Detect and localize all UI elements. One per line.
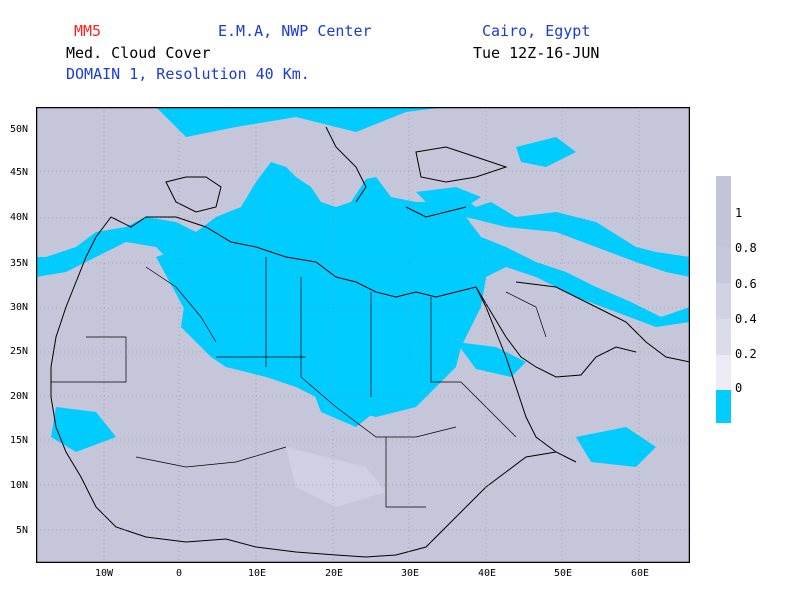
lon-label: 40E bbox=[478, 568, 497, 579]
lat-label: 20N bbox=[10, 391, 29, 402]
coastlines bbox=[50, 126, 690, 558]
lat-label: 50N bbox=[10, 124, 29, 135]
colorbar-segment bbox=[716, 283, 731, 319]
colorbar-label: 0.2 bbox=[735, 347, 757, 361]
forecast-time: Tue 12Z-16-JUN bbox=[473, 44, 600, 62]
cloud-cover-map bbox=[36, 107, 690, 563]
clear-patches bbox=[51, 137, 656, 467]
colorbar-label: 0.8 bbox=[735, 241, 757, 255]
colorbar-segment bbox=[716, 319, 731, 355]
field-name: Med. Cloud Cover bbox=[66, 44, 211, 62]
colorbar bbox=[716, 176, 731, 423]
lat-label: 45N bbox=[10, 167, 29, 178]
lat-label: 40N bbox=[10, 212, 29, 223]
map-frame bbox=[36, 107, 690, 563]
colorbar-segment bbox=[716, 176, 731, 247]
lon-label: 20E bbox=[325, 568, 344, 579]
lat-label: 35N bbox=[10, 258, 29, 269]
lat-label: 15N bbox=[10, 435, 29, 446]
location-name: Cairo, Egypt bbox=[482, 22, 591, 40]
lon-label: 30E bbox=[401, 568, 420, 579]
graticule bbox=[36, 107, 690, 563]
colorbar-label: 0.4 bbox=[735, 312, 757, 326]
lon-label: 10E bbox=[248, 568, 267, 579]
lat-label: 30N bbox=[10, 302, 29, 313]
domain-label: DOMAIN 1, Resolution 40 Km. bbox=[66, 65, 310, 83]
colorbar-label: 1 bbox=[735, 206, 743, 220]
lon-label: 60E bbox=[631, 568, 650, 579]
model-name: MM5 bbox=[74, 22, 102, 40]
colorbar-label: 0.6 bbox=[735, 277, 757, 291]
colorbar-segment bbox=[716, 247, 731, 283]
lon-label: 0 bbox=[176, 568, 183, 579]
country-borders bbox=[51, 257, 547, 508]
lat-label: 5N bbox=[16, 525, 29, 536]
center-name: E.M.A, NWP Center bbox=[218, 22, 372, 40]
colorbar-segment bbox=[716, 355, 731, 390]
lon-label: 10W bbox=[95, 568, 114, 579]
lat-label: 10N bbox=[10, 480, 29, 491]
lat-label: 25N bbox=[10, 346, 29, 357]
lon-label: 50E bbox=[554, 568, 573, 579]
colorbar-segment bbox=[716, 390, 731, 423]
colorbar-label: 0 bbox=[735, 381, 743, 395]
